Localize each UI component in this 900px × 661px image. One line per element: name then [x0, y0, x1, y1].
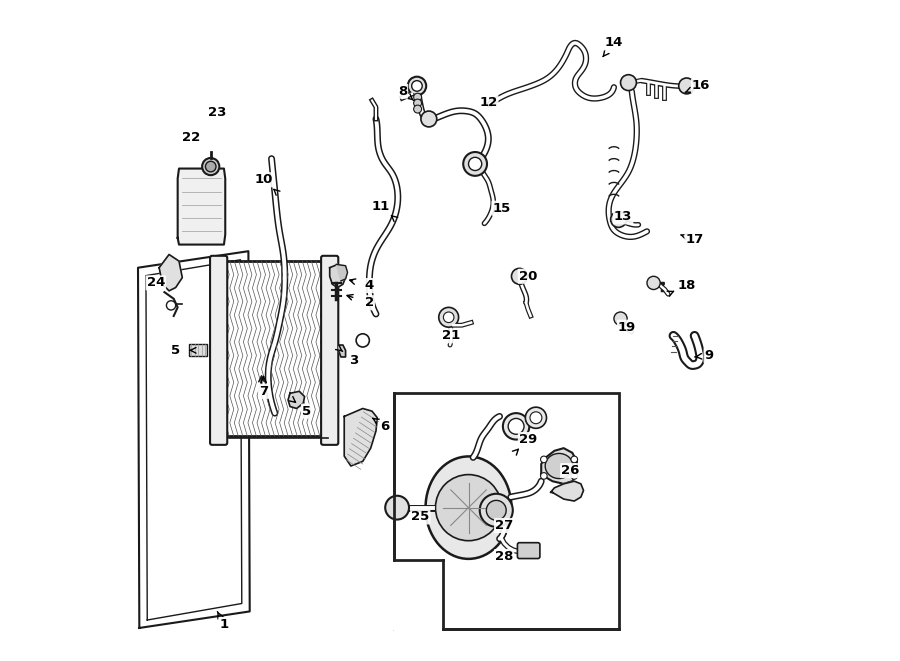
Text: 5: 5 [302, 405, 311, 418]
Circle shape [647, 276, 661, 290]
Circle shape [530, 412, 542, 424]
Polygon shape [159, 254, 183, 291]
Circle shape [202, 158, 220, 175]
Circle shape [526, 407, 546, 428]
Text: 29: 29 [519, 433, 537, 446]
Circle shape [439, 307, 459, 327]
Circle shape [205, 161, 216, 172]
Circle shape [503, 413, 529, 440]
Circle shape [541, 473, 547, 479]
Circle shape [541, 456, 547, 463]
Circle shape [620, 75, 636, 91]
Circle shape [614, 312, 627, 325]
Text: 5: 5 [171, 344, 180, 357]
Polygon shape [288, 391, 304, 408]
Text: 23: 23 [208, 106, 227, 119]
Circle shape [679, 78, 695, 94]
Text: 20: 20 [518, 270, 537, 283]
Polygon shape [339, 345, 346, 357]
Ellipse shape [426, 456, 511, 559]
Text: 2: 2 [364, 296, 373, 309]
FancyBboxPatch shape [222, 261, 328, 436]
Polygon shape [551, 481, 583, 501]
Circle shape [571, 456, 578, 463]
Text: 10: 10 [255, 173, 273, 186]
Polygon shape [344, 408, 377, 466]
Circle shape [385, 496, 409, 520]
Text: 8: 8 [398, 85, 407, 98]
Text: 15: 15 [492, 202, 510, 215]
Circle shape [486, 500, 506, 520]
Circle shape [571, 473, 578, 479]
Circle shape [411, 81, 422, 91]
Circle shape [356, 334, 369, 347]
Circle shape [480, 494, 513, 527]
Circle shape [610, 212, 626, 227]
Circle shape [414, 93, 421, 101]
Text: 24: 24 [147, 276, 165, 290]
Text: 3: 3 [349, 354, 359, 367]
Circle shape [436, 475, 501, 541]
FancyBboxPatch shape [189, 344, 207, 356]
FancyBboxPatch shape [210, 256, 227, 445]
Circle shape [469, 157, 482, 171]
Text: 9: 9 [705, 349, 714, 362]
Text: 12: 12 [479, 96, 498, 109]
Circle shape [421, 111, 436, 127]
Polygon shape [138, 251, 249, 628]
Circle shape [464, 152, 487, 176]
Circle shape [414, 105, 421, 113]
Polygon shape [394, 560, 444, 629]
Polygon shape [541, 448, 577, 484]
Text: 21: 21 [442, 329, 461, 342]
Polygon shape [177, 169, 225, 245]
Text: 14: 14 [605, 36, 623, 50]
FancyBboxPatch shape [321, 256, 338, 445]
Circle shape [444, 312, 454, 323]
Circle shape [166, 301, 176, 310]
Circle shape [408, 77, 427, 95]
Text: 18: 18 [678, 279, 696, 292]
Text: 17: 17 [686, 233, 704, 246]
Circle shape [511, 268, 527, 284]
Text: 6: 6 [381, 420, 390, 433]
FancyBboxPatch shape [394, 393, 618, 629]
Text: 19: 19 [618, 321, 636, 334]
Text: 1: 1 [220, 618, 229, 631]
Polygon shape [329, 264, 346, 288]
Text: 27: 27 [495, 519, 513, 532]
Text: 16: 16 [692, 79, 710, 93]
Circle shape [414, 99, 421, 107]
Text: 4: 4 [364, 279, 374, 292]
Ellipse shape [545, 453, 573, 479]
Text: 25: 25 [411, 510, 429, 524]
Text: 11: 11 [372, 200, 390, 213]
Text: 13: 13 [614, 210, 633, 223]
Circle shape [508, 418, 524, 434]
Text: 7: 7 [259, 385, 268, 398]
Polygon shape [337, 264, 347, 281]
Text: 28: 28 [495, 550, 513, 563]
FancyBboxPatch shape [518, 543, 540, 559]
Text: 26: 26 [561, 464, 580, 477]
Text: 22: 22 [182, 131, 200, 144]
